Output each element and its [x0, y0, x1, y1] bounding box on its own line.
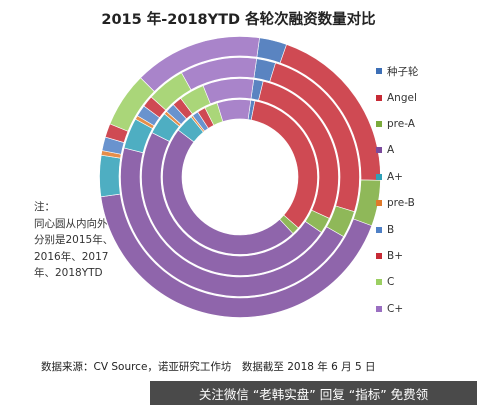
- legend-label: A: [387, 144, 395, 157]
- legend-swatch: [376, 226, 382, 233]
- note-line: 年、2018YTD: [34, 267, 103, 279]
- legend-swatch: [376, 147, 382, 154]
- legend-swatch: [376, 200, 382, 207]
- note-line: 同心圆从内向外: [34, 217, 108, 230]
- note-line: 注：: [34, 201, 55, 213]
- legend-label: Angel: [387, 91, 417, 104]
- legend-swatch: [376, 279, 382, 286]
- watermark-banner: 关注微信 “老韩实盘” 回复 “指标” 免费领: [150, 381, 477, 405]
- legend-label: C: [387, 276, 395, 289]
- chart-title: 2015 年-2018YTD 各轮次融资数量对比: [101, 12, 376, 28]
- source-text: 数据来源：CV Source，诺亚研究工作坊 数据截至 2018 年 6 月 5…: [41, 361, 376, 373]
- legend-item: A: [376, 137, 476, 163]
- legend-item: pre-A: [376, 111, 476, 137]
- legend-swatch: [376, 94, 382, 101]
- donut-slice: [99, 154, 121, 198]
- legend-swatch: [376, 173, 382, 180]
- legend-item: C+: [376, 296, 476, 322]
- donut-slice: [140, 36, 260, 92]
- legend-item: C: [376, 269, 476, 295]
- legend-swatch: [376, 68, 382, 75]
- legend-item: 种子轮: [376, 58, 476, 84]
- legend-label: B+: [387, 249, 404, 262]
- ring-order-note: 注： 同心圆从内向外 分别是2015年、 2016年、2017 年、2018YTD: [34, 199, 124, 282]
- chart-legend: 种子轮 Angel pre-A A A+ pre-B B B+ C C+: [376, 58, 476, 322]
- note-line: 2016年、2017: [34, 250, 109, 263]
- ring-2: [141, 78, 339, 276]
- legend-label: pre-A: [387, 117, 415, 130]
- donut-slice: [181, 57, 257, 91]
- legend-label: 种子轮: [387, 65, 419, 78]
- ring-1: [162, 99, 318, 255]
- donut-slice: [202, 78, 255, 105]
- legend-label: C+: [387, 302, 404, 315]
- legend-item: B: [376, 216, 476, 242]
- donut-slice: [216, 99, 252, 122]
- legend-swatch: [376, 120, 382, 127]
- ring-4: [99, 36, 381, 318]
- legend-label: B: [387, 223, 395, 236]
- ring-3: [120, 57, 360, 297]
- legend-label: A+: [387, 170, 403, 183]
- legend-swatch: [376, 252, 382, 259]
- legend-label: pre-B: [387, 197, 415, 210]
- legend-swatch: [376, 305, 382, 312]
- legend-item: B+: [376, 243, 476, 269]
- legend-item: A+: [376, 164, 476, 190]
- legend-item: Angel: [376, 84, 476, 110]
- note-line: 分别是2015年、: [34, 234, 114, 246]
- legend-item: pre-B: [376, 190, 476, 216]
